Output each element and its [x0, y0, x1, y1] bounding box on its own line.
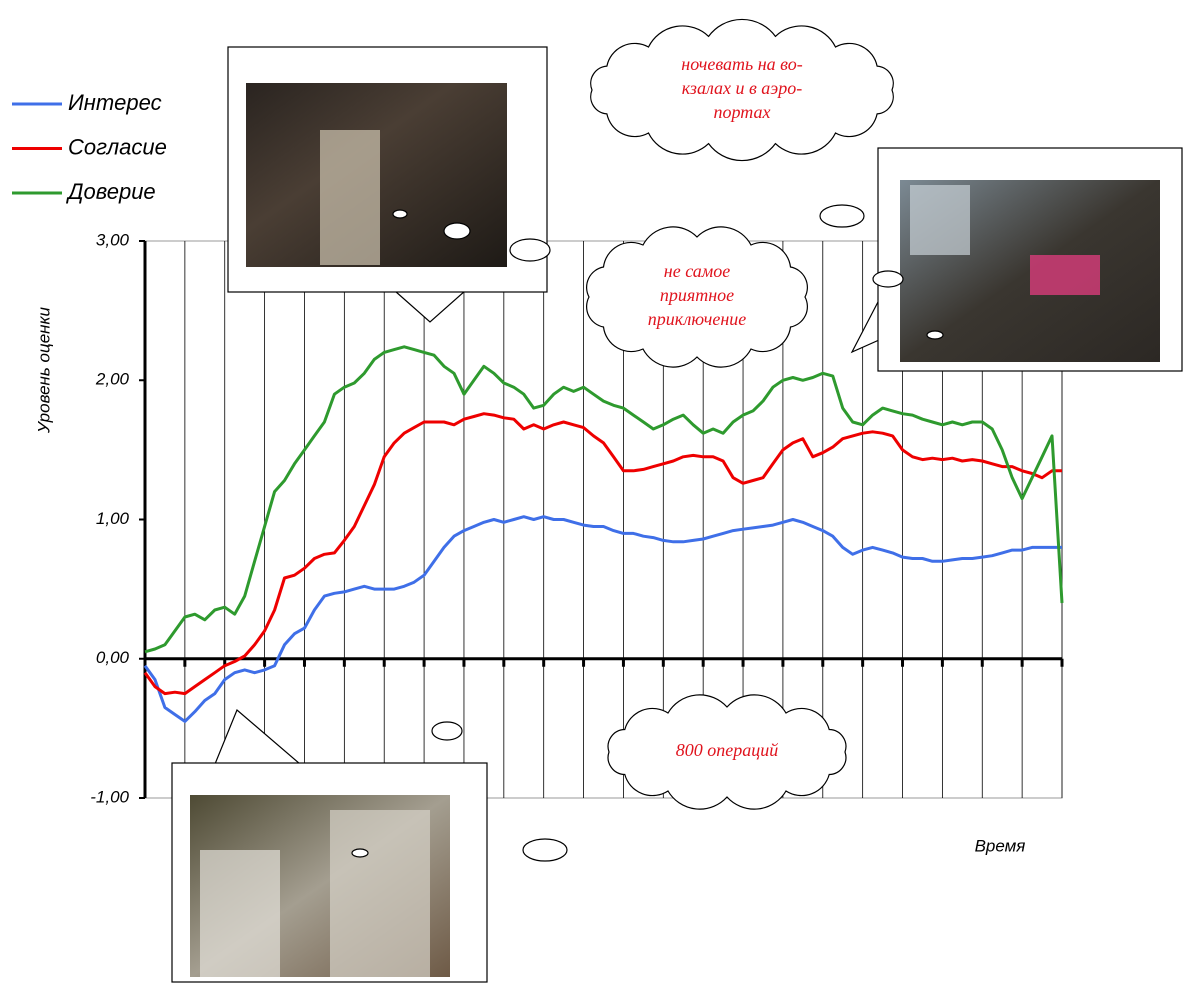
y-tick-label: 3,00: [96, 230, 130, 249]
y-tick-label: 0,00: [96, 648, 130, 667]
thought-bubble: [351, 848, 369, 858]
photo-figure: [1030, 255, 1100, 295]
thought-cloud: [586, 226, 808, 368]
photo-figure: [200, 850, 280, 977]
thought-bubble: [431, 721, 463, 741]
thought-bubble: [522, 838, 568, 862]
photo-figure: [320, 130, 380, 265]
legend-label: Интерес: [68, 90, 162, 115]
cloud-text: кзалах и в аэро-: [682, 78, 803, 98]
callout-pointer: [214, 709, 302, 765]
cloud-text: не самое: [664, 261, 730, 281]
thought-bubble: [443, 222, 471, 240]
decorations: Интерес Согласие Доверие ночевать на во-кза…: [12, 18, 1183, 983]
cloud-text: 800 операций: [676, 740, 779, 760]
y-axis-label: Уровень оценки: [34, 306, 53, 434]
cloud-text: ночевать на во-: [681, 54, 802, 74]
cloud-text: приключение: [648, 309, 747, 329]
thought-cloud: [607, 694, 847, 810]
legend-label: Доверие: [65, 179, 156, 204]
thought-bubble: [926, 330, 944, 340]
thought-bubble: [509, 238, 551, 262]
y-tick-label: -1,00: [90, 787, 129, 806]
photo-figure: [910, 185, 970, 255]
y-tick-label: 2,00: [95, 370, 130, 389]
series-line: [143, 412, 1062, 696]
cloud-text: приятное: [660, 285, 734, 305]
thought-bubble: [819, 204, 865, 228]
thought-cloud: [590, 18, 894, 162]
y-tick-label: 1,00: [96, 509, 130, 528]
thought-bubble: [392, 209, 408, 219]
series-line: [143, 515, 1062, 723]
thought-bubble: [872, 270, 904, 288]
callout-pointer: [393, 290, 467, 323]
photo-figure: [330, 810, 430, 977]
legend-label: Согласие: [68, 134, 167, 159]
x-axis-label: Время: [975, 836, 1026, 855]
cloud-text: портах: [714, 102, 771, 122]
series-line: [144, 345, 1064, 654]
callout-pointer: [850, 299, 880, 354]
